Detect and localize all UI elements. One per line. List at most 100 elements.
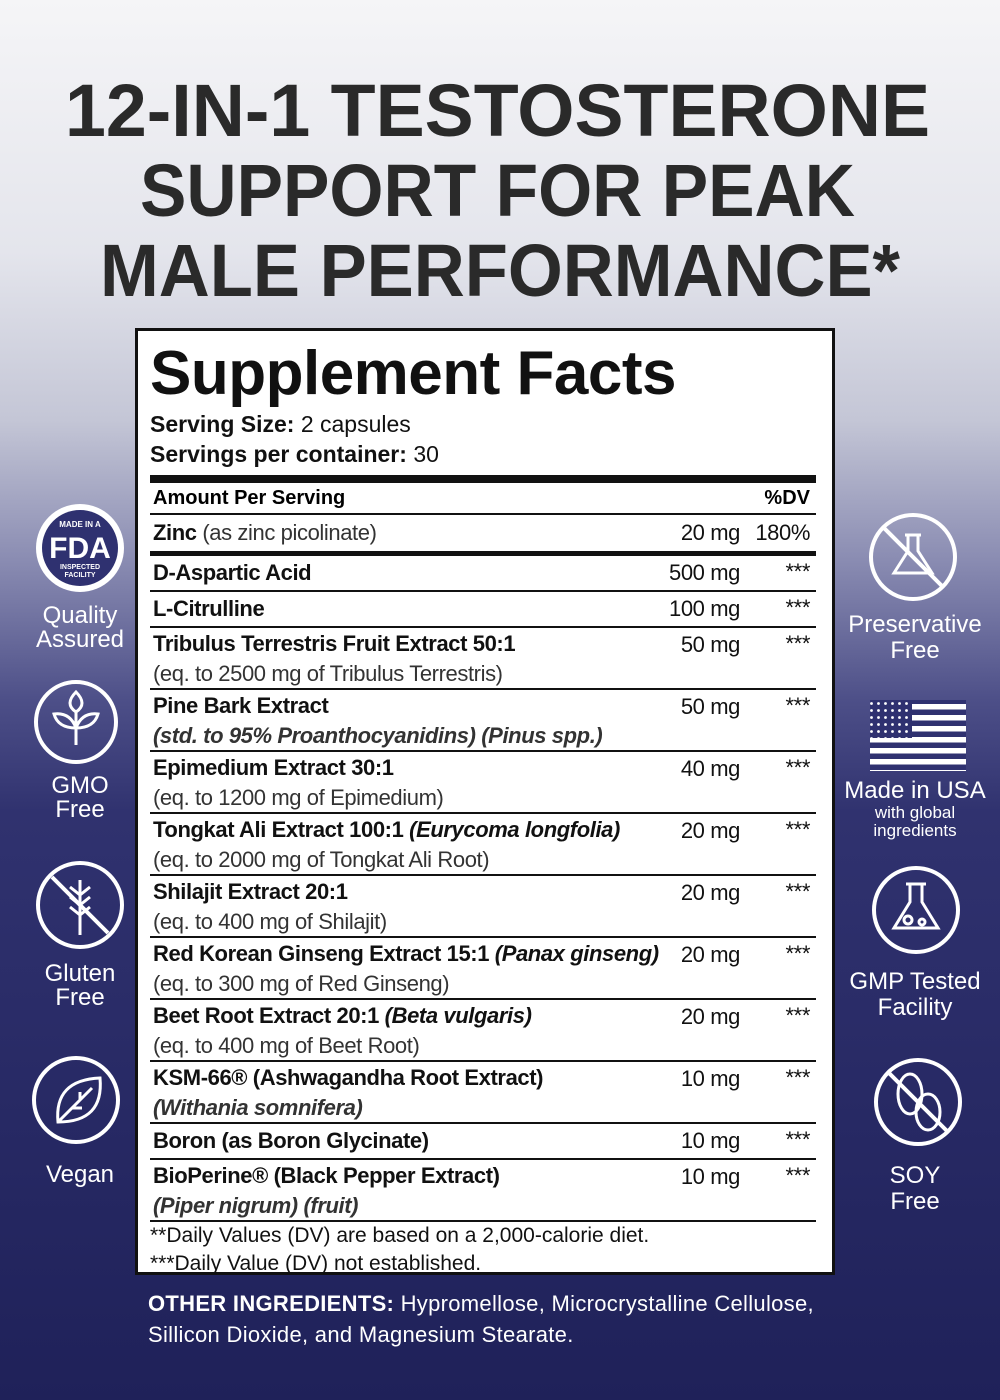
line: Tongkat Ali Extract 100:1 (Eurycoma long… [150, 814, 816, 846]
ingredient-row: KSM-66® (Ashwagandha Root Extract) (Witha… [150, 1062, 816, 1122]
rule [150, 812, 816, 814]
line: (Withania somnifera) [150, 1094, 816, 1122]
line: Beet Root Extract 20:1 (Beta vulgaris) [150, 1000, 816, 1032]
amount: 100 mg [669, 596, 740, 621]
line: (eq. to 2000 mg of Tongkat Ali Root) [150, 846, 816, 874]
ingredient-row: Pine Bark Extract (std. to 95% Proanthocy… [150, 690, 816, 750]
ingredient-row: Tribulus Terrestris Fruit Extract 50:1 (e… [150, 628, 816, 688]
rule [150, 688, 816, 690]
ingredient-row: Beet Root Extract 20:1 (Beta vulgaris) (e… [150, 1000, 816, 1060]
ingredient-detail: (eq. to 2500 mg of Tribulus Terrestris) [153, 661, 503, 686]
line: L-Citrulline [150, 592, 816, 626]
ingredient-name: Zinc [153, 520, 197, 545]
rule [150, 936, 816, 938]
gmo-icon [34, 680, 118, 764]
amount: 20 mg [680, 520, 741, 545]
badge-label: GMP Tested [849, 968, 980, 995]
daily-value: *** [785, 817, 811, 842]
daily-value: *** [785, 1003, 811, 1028]
line: D-Aspartic Acid [150, 556, 816, 590]
latin-name: (Piper nigrum) [153, 1193, 298, 1218]
fda-text: MADE IN A [59, 520, 101, 529]
ingredient-row: Shilajit Extract 20:1 (eq. to 400 mg of S… [150, 876, 816, 936]
line: (eq. to 400 mg of Shilajit) [150, 908, 816, 936]
ingredient-name: Epimedium Extract 30:1 [153, 755, 394, 780]
gluten-icon [36, 861, 124, 949]
daily-value: 180% [755, 520, 810, 545]
amount: 20 mg [680, 818, 741, 843]
line: (eq. to 300 mg of Red Ginseng) [150, 970, 816, 998]
ingredient-row: D-Aspartic Acid 500 mg *** [150, 556, 816, 590]
badge-label: ingredients [873, 821, 956, 840]
footnotes: **Daily Values (DV) are based on a 2,000… [150, 1222, 816, 1278]
table-header: Amount Per Serving %DV [150, 483, 816, 513]
rule [150, 1220, 816, 1222]
line: Boron (as Boron Glycinate) [150, 1124, 816, 1158]
ingredient-name: KSM-66® (Ashwagandha Root Extract) [153, 1065, 544, 1090]
fda-text: INSPECTED [60, 564, 100, 571]
headline: MALE PERFORMANCE* [100, 229, 900, 312]
badge-label: Free [55, 984, 104, 1011]
ingredient-name: BioPerine® (Black Pepper Extract) [153, 1163, 500, 1188]
serving-size: Serving Size: 2 capsules [150, 409, 816, 439]
text: Hypromellose, Microcrystalline Cellulose… [148, 1291, 814, 1347]
amount: 50 mg [680, 694, 741, 719]
headline: 12-IN-1 TESTOSTERONE [65, 69, 930, 152]
daily-value: *** [785, 941, 811, 966]
line: KSM-66® (Ashwagandha Root Extract) [150, 1062, 816, 1094]
amount: 20 mg [680, 880, 741, 905]
ingredient-name: L-Citrulline [153, 596, 265, 621]
ingredient-rows: D-Aspartic Acid 500 mg *** L-Citrulline 100 … [150, 556, 816, 1222]
rule [150, 590, 816, 592]
amount: 10 mg [680, 1128, 741, 1153]
ingredient-detail: (eq. to 400 mg of Shilajit) [153, 909, 387, 934]
line: BioPerine® (Black Pepper Extract) [150, 1160, 816, 1192]
amount: 10 mg [680, 1164, 741, 1189]
amount: 20 mg [680, 942, 741, 967]
ingredient-name: D-Aspartic Acid [153, 560, 312, 585]
badge-label: Preservative [848, 611, 981, 638]
ingredient-name: Boron (as Boron Glycinate) [153, 1128, 429, 1153]
daily-value: *** [785, 755, 811, 780]
amount: 500 mg [669, 560, 740, 585]
badge-label: Gluten [45, 960, 116, 987]
line: Red Korean Ginseng Extract 15:1 (Panax g… [150, 938, 816, 970]
ingredient-row: Red Korean Ginseng Extract 15:1 (Panax g… [150, 938, 816, 998]
latin-name: (std. to 95% Proanthocyanidins) (Pinus s… [153, 723, 603, 748]
fda-text: FDA [49, 532, 111, 565]
label: Serving Size: [150, 411, 295, 437]
ingredient-name: Pine Bark Extract [153, 693, 329, 718]
ingredient-detail: (as zinc picolinate) [202, 520, 377, 545]
line: Pine Bark Extract [150, 690, 816, 722]
ingredient-row: Boron (as Boron Glycinate) 10 mg *** [150, 1124, 816, 1158]
daily-value: *** [785, 693, 811, 718]
daily-value: *** [785, 1065, 811, 1090]
label: Servings per container: [150, 441, 407, 467]
value: 2 capsules [300, 411, 411, 437]
soy-icon [874, 1058, 962, 1146]
ingredient-row: BioPerine® (Black Pepper Extract) (Piper … [150, 1160, 816, 1220]
ingredient-detail: (eq. to 1200 mg of Epimedium) [153, 785, 444, 810]
badge-label: Made in USA [844, 777, 985, 804]
gmp-icon [872, 866, 960, 954]
badge-label: with global [874, 803, 955, 822]
ingredient-name: Red Korean Ginseng Extract 15:1 [153, 941, 490, 966]
rule [150, 475, 816, 483]
daily-value: *** [785, 631, 811, 656]
amount: 50 mg [680, 632, 741, 657]
line: (Piper nigrum) (fruit) [150, 1192, 816, 1220]
ingredient-row: L-Citrulline 100 mg *** [150, 592, 816, 626]
usa-flag-icon [870, 700, 966, 771]
rule [150, 750, 816, 752]
vegan-icon [32, 1056, 120, 1144]
amount: 20 mg [680, 1004, 741, 1029]
rule [150, 626, 816, 628]
ingredient-detail: (eq. to 400 mg of Beet Root) [153, 1033, 420, 1058]
latin-name: (Withania somnifera) [153, 1095, 363, 1120]
ingredient-detail: (eq. to 300 mg of Red Ginseng) [153, 971, 450, 996]
rule [150, 551, 816, 556]
zinc-row: Zinc (as zinc picolinate) 20 mg 180% [150, 515, 816, 551]
daily-value: *** [785, 879, 811, 904]
latin-name: (Panax ginseng) [494, 941, 659, 966]
